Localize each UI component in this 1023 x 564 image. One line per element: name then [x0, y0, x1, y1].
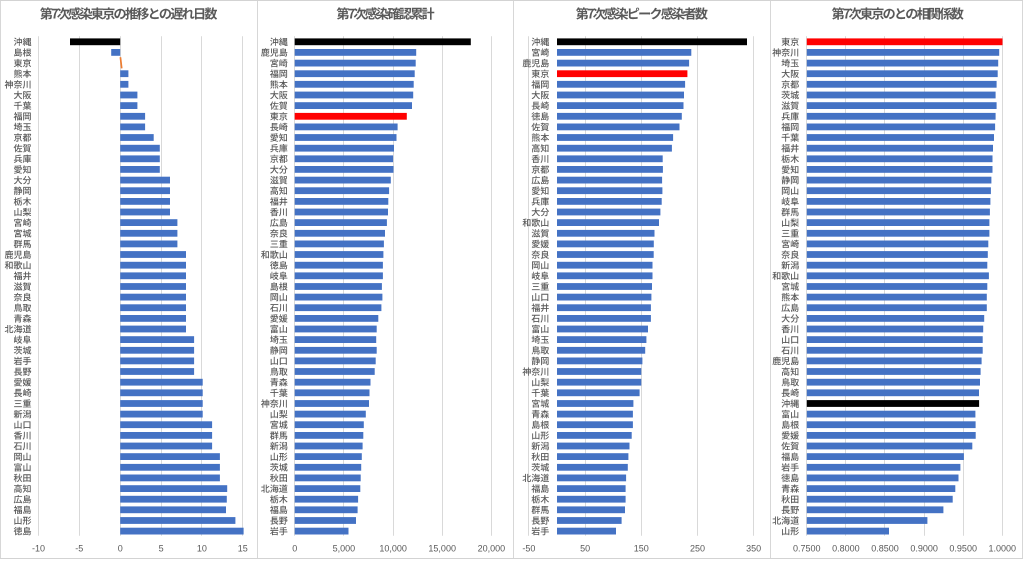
svg-text:-50: -50 — [522, 544, 535, 554]
svg-text:0.7500: 0.7500 — [793, 544, 821, 554]
svg-text:0.9000: 0.9000 — [910, 544, 938, 554]
svg-text:20,000: 20,000 — [478, 544, 506, 554]
svg-text:0.9500: 0.9500 — [949, 544, 977, 554]
svg-text:50: 50 — [580, 544, 590, 554]
svg-text:150: 150 — [634, 544, 649, 554]
svg-text:10,000: 10,000 — [379, 544, 407, 554]
svg-text:1.0000: 1.0000 — [989, 544, 1017, 554]
svg-text:5: 5 — [159, 544, 164, 554]
svg-text:15,000: 15,000 — [428, 544, 456, 554]
svg-text:-10: -10 — [32, 544, 45, 554]
svg-text:350: 350 — [746, 544, 761, 554]
svg-text:5,000: 5,000 — [333, 544, 356, 554]
svg-text:0.8000: 0.8000 — [832, 544, 860, 554]
svg-text:10: 10 — [197, 544, 207, 554]
svg-text:15: 15 — [238, 544, 248, 554]
svg-text:0.8500: 0.8500 — [871, 544, 899, 554]
svg-text:0: 0 — [118, 544, 123, 554]
svg-text:0: 0 — [292, 544, 297, 554]
svg-text:-5: -5 — [75, 544, 83, 554]
svg-text:250: 250 — [690, 544, 705, 554]
